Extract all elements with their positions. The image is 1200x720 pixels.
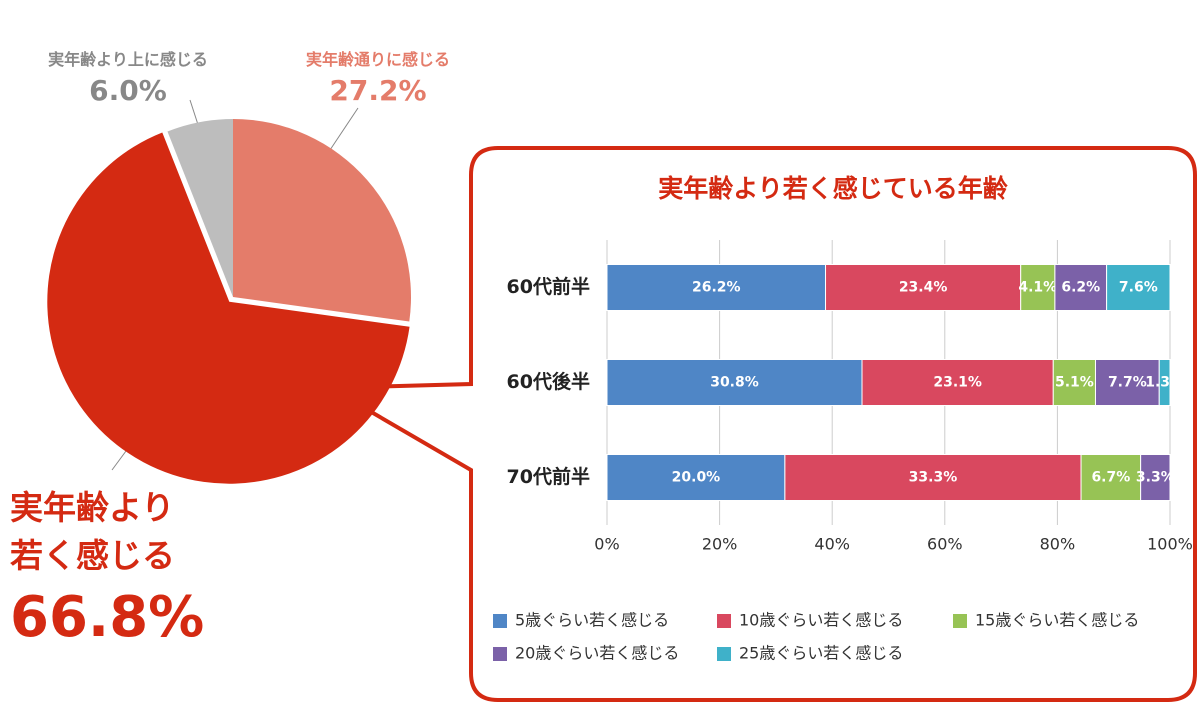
y-tick-label: 60代後半 xyxy=(507,370,590,393)
bar-segment xyxy=(606,454,786,501)
pie-label: 実年齢より若く感じる xyxy=(10,488,175,575)
legend-label: 5歳ぐらい若く感じる xyxy=(515,611,669,630)
value-label: 1.3% xyxy=(1145,375,1184,391)
value-label: 7.6% xyxy=(1119,280,1158,296)
legend-label: 10歳ぐらい若く感じる xyxy=(739,611,903,630)
legend-label: 15歳ぐらい若く感じる xyxy=(975,611,1139,630)
pie-value-label: 27.2% xyxy=(329,74,427,107)
bar-segment xyxy=(1080,454,1142,501)
value-label: 23.4% xyxy=(899,280,948,296)
value-label: 5.1% xyxy=(1055,375,1094,391)
bar-segment xyxy=(861,359,1054,406)
pie-slice xyxy=(233,119,411,322)
bar-segment xyxy=(1158,359,1171,406)
pie-slice xyxy=(47,132,410,484)
y-tick-label: 60代前半 xyxy=(507,275,590,298)
leader-line xyxy=(329,107,359,151)
legend-swatch xyxy=(493,647,507,661)
value-label: 6.2% xyxy=(1061,280,1100,296)
pie-slice xyxy=(167,119,233,297)
bar-segment xyxy=(1140,454,1171,501)
pie-value-label: 66.8% xyxy=(10,585,205,650)
bar-segment xyxy=(1052,359,1096,406)
x-tick-label: 100% xyxy=(1147,535,1193,554)
legend-swatch xyxy=(717,614,731,628)
value-label: 7.7% xyxy=(1108,375,1147,391)
pie-label: 実年齢通りに感じる xyxy=(305,50,450,69)
bar-segment xyxy=(606,264,827,311)
value-label: 20.0% xyxy=(672,470,721,486)
pie-label: 実年齢より上に感じる xyxy=(48,50,208,69)
bar-segment xyxy=(1054,264,1108,311)
legend-label: 20歳ぐらい若く感じる xyxy=(515,644,679,663)
value-label: 33.3% xyxy=(909,470,958,486)
value-label: 6.7% xyxy=(1091,470,1130,486)
legend-swatch xyxy=(717,647,731,661)
value-label: 4.1% xyxy=(1018,280,1057,296)
x-tick-label: 0% xyxy=(594,535,619,554)
x-tick-label: 20% xyxy=(702,535,738,554)
x-tick-label: 80% xyxy=(1040,535,1076,554)
bar-segment xyxy=(825,264,1022,311)
pie-value-label: 6.0% xyxy=(89,74,167,107)
value-label: 23.1% xyxy=(933,375,982,391)
legend-swatch xyxy=(953,614,967,628)
value-label: 3.3% xyxy=(1136,470,1175,486)
x-tick-label: 60% xyxy=(927,535,963,554)
y-tick-label: 70代前半 xyxy=(507,465,590,488)
value-label: 30.8% xyxy=(710,375,759,391)
bar-segment xyxy=(1106,264,1171,311)
legend-label: 25歳ぐらい若く感じる xyxy=(739,644,903,663)
x-tick-label: 40% xyxy=(814,535,850,554)
bar-chart-title: 実年齢より若く感じている年齢 xyxy=(658,174,1008,203)
value-label: 26.2% xyxy=(692,280,741,296)
bar-segment xyxy=(606,359,863,406)
legend-swatch xyxy=(493,614,507,628)
